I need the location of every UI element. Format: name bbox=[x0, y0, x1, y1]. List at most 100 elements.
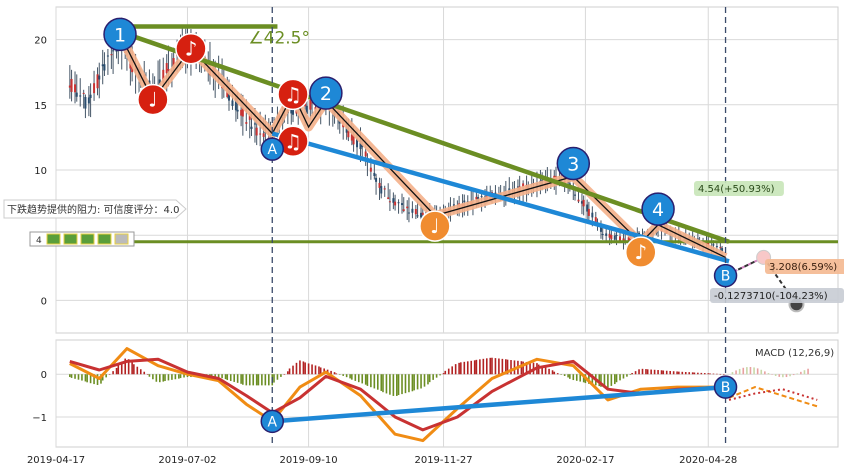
macd-histogram-bar bbox=[167, 374, 170, 381]
lower-target-label-box bbox=[710, 288, 844, 303]
candle-body bbox=[587, 208, 590, 216]
macd-histogram-bar bbox=[653, 369, 656, 375]
candle-body bbox=[103, 64, 106, 71]
candle-body bbox=[162, 69, 165, 83]
macd-histogram-bar bbox=[582, 374, 585, 383]
candle-body bbox=[615, 234, 618, 236]
macd-projection-bar bbox=[767, 373, 770, 375]
candle-body bbox=[74, 84, 77, 93]
macd-histogram-bar bbox=[510, 360, 512, 375]
macd-histogram-bar bbox=[105, 374, 107, 378]
macd-histogram-bar bbox=[444, 370, 447, 375]
macd-histogram-bar bbox=[117, 364, 120, 375]
macd-histogram-bar bbox=[376, 374, 379, 390]
candle-body bbox=[110, 54, 113, 56]
note-marker bbox=[419, 210, 451, 242]
macd-histogram-bar bbox=[179, 374, 182, 379]
macd-histogram-bar bbox=[525, 361, 528, 375]
note-marker bbox=[625, 236, 657, 268]
candle-body bbox=[75, 92, 78, 97]
candle-body bbox=[356, 138, 359, 148]
wave-point-marker bbox=[556, 146, 591, 181]
macd-point-marker bbox=[260, 409, 285, 434]
macd-projection-bar bbox=[764, 371, 766, 375]
macd-projection-bar bbox=[778, 374, 781, 377]
macd-histogram-bar bbox=[396, 374, 398, 396]
x-tick-label: 2019-11-27 bbox=[414, 455, 472, 466]
x-tick-label: 2020-02-17 bbox=[556, 455, 614, 466]
macd-histogram-bar bbox=[380, 374, 383, 391]
macd-histogram-bar bbox=[304, 362, 306, 375]
macd-histogram-bar bbox=[162, 374, 165, 382]
macd-histogram-bar bbox=[236, 374, 239, 383]
macd-histogram-bar bbox=[662, 370, 665, 375]
candle-body bbox=[411, 208, 414, 213]
macd-projection-bar bbox=[735, 370, 737, 375]
macd-histogram-bar bbox=[506, 359, 509, 375]
score-cell bbox=[114, 233, 129, 245]
macd-histogram-bar bbox=[463, 361, 466, 375]
macd-histogram-bar bbox=[645, 369, 647, 375]
macd-histogram-bar bbox=[171, 374, 173, 380]
y-tick-label: −1 bbox=[32, 413, 47, 424]
upper-target-label-box bbox=[694, 181, 784, 196]
candle-body bbox=[373, 172, 376, 176]
candle-body bbox=[577, 199, 580, 202]
macd-projection-bar bbox=[742, 367, 745, 375]
candle-body bbox=[627, 237, 630, 242]
macd-histogram-bar bbox=[299, 360, 301, 375]
y-tick-label: 10 bbox=[34, 166, 47, 177]
candle-body bbox=[172, 58, 175, 69]
macd-histogram-bar bbox=[619, 374, 621, 381]
macd-histogram-bar bbox=[307, 363, 310, 375]
candle-body bbox=[309, 99, 312, 110]
macd-histogram-bar bbox=[255, 374, 258, 386]
candle-body bbox=[387, 197, 390, 199]
macd-histogram-bar bbox=[148, 374, 151, 377]
macd-histogram-bar bbox=[723, 374, 725, 375]
angle-label: ∠42.5° bbox=[248, 29, 310, 49]
candle-body bbox=[248, 114, 251, 120]
macd-histogram-bar bbox=[69, 374, 71, 378]
candle-body bbox=[89, 94, 92, 99]
candle-body bbox=[392, 198, 395, 203]
candle-body bbox=[406, 206, 409, 209]
macd-projection-bar bbox=[749, 366, 752, 375]
candle-body bbox=[421, 212, 424, 215]
candle-body bbox=[98, 75, 101, 80]
macd-histogram-bar bbox=[603, 374, 606, 388]
macd-histogram-bar bbox=[226, 374, 229, 381]
macd-histogram-bar bbox=[101, 374, 104, 381]
macd-histogram-bar bbox=[567, 374, 569, 378]
macd-histogram-bar bbox=[408, 374, 410, 393]
candle-body bbox=[522, 183, 525, 187]
macd-histogram-bar bbox=[364, 374, 367, 385]
resistance-trend-line bbox=[119, 29, 730, 244]
macd-histogram-bar bbox=[629, 374, 632, 375]
macd-histogram-bar bbox=[373, 374, 376, 389]
macd-histogram-bar bbox=[335, 373, 338, 375]
macd-histogram-bar bbox=[700, 372, 703, 375]
macd-histogram-bar bbox=[146, 374, 149, 375]
macd-histogram-bar bbox=[366, 374, 369, 386]
score-cell bbox=[97, 233, 112, 245]
candle-body bbox=[619, 236, 622, 243]
macd-histogram-bar bbox=[451, 366, 453, 375]
macd-histogram-bar bbox=[302, 361, 305, 375]
macd-histogram-bar bbox=[357, 374, 360, 383]
macd-histogram-bar bbox=[217, 374, 220, 378]
note-marker bbox=[137, 83, 169, 116]
macd-histogram-bar bbox=[634, 371, 637, 375]
macd-histogram-bar bbox=[351, 374, 353, 380]
macd-histogram-bar bbox=[560, 374, 562, 375]
macd-histogram-bar bbox=[423, 374, 426, 387]
candle-body bbox=[580, 201, 583, 204]
macd-histogram-bar bbox=[669, 370, 671, 375]
candle-body bbox=[259, 133, 262, 135]
candle-body bbox=[106, 55, 109, 57]
mid-target-label-box bbox=[765, 259, 844, 274]
macd-histogram-bar bbox=[447, 368, 450, 375]
candle-body bbox=[712, 244, 715, 246]
macd-histogram-bar bbox=[273, 374, 275, 383]
candle-body bbox=[574, 194, 577, 196]
